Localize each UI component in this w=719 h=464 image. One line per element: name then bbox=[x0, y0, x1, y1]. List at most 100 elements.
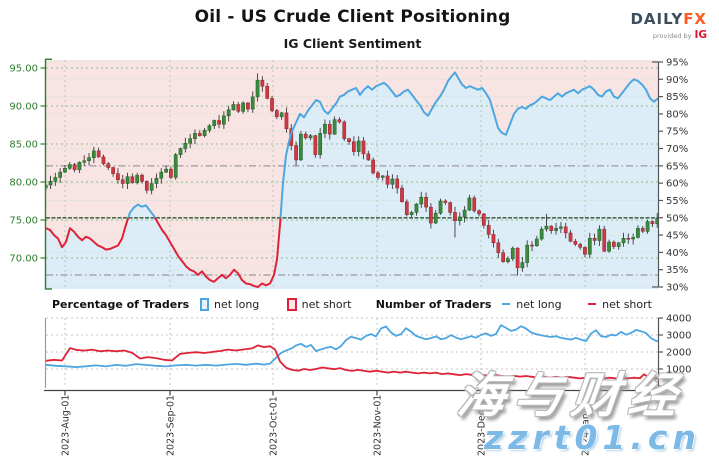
candle-body bbox=[274, 110, 279, 117]
candle-body bbox=[120, 179, 125, 184]
candle-body bbox=[270, 98, 274, 111]
percent-tick-label: 95% bbox=[666, 58, 688, 69]
candle-body bbox=[573, 241, 578, 245]
candle-body bbox=[530, 244, 534, 247]
count-tick-label: 1000 bbox=[666, 365, 691, 376]
candle-body bbox=[554, 228, 558, 231]
candle-body bbox=[149, 183, 154, 191]
percent-tick-label: 60% bbox=[666, 179, 688, 190]
fill-above-sentiment bbox=[46, 60, 658, 287]
candle-body bbox=[496, 242, 501, 253]
candle-body bbox=[67, 164, 72, 169]
candle-body bbox=[106, 163, 111, 168]
candle-body bbox=[525, 244, 530, 263]
candle-body bbox=[501, 252, 505, 263]
candle-body bbox=[563, 226, 568, 234]
candle-body bbox=[279, 112, 284, 117]
candle-body bbox=[453, 212, 457, 222]
candle-body bbox=[414, 203, 419, 213]
brand-wordmark: DAILYFX bbox=[607, 12, 707, 27]
candle-body bbox=[486, 225, 491, 235]
candle-body bbox=[534, 238, 539, 247]
percent-tick-label: 65% bbox=[666, 161, 688, 172]
candle-body bbox=[626, 237, 631, 240]
candle-body bbox=[568, 232, 573, 242]
candle-body bbox=[144, 180, 149, 191]
percent-tick-label: 35% bbox=[666, 265, 688, 276]
traders-series-net-short bbox=[45, 344, 659, 380]
candle-body bbox=[164, 168, 168, 173]
candle-body bbox=[385, 175, 390, 185]
candle-body bbox=[294, 145, 298, 161]
candle-body bbox=[583, 247, 587, 255]
watermark-cjk: 海与财经 bbox=[454, 368, 689, 424]
candle-body bbox=[169, 168, 173, 178]
candle-body bbox=[578, 244, 583, 248]
net-short-square-icon bbox=[287, 297, 297, 311]
count-tick-label: 0 bbox=[666, 382, 672, 393]
candle-body bbox=[159, 171, 164, 179]
price-tick-label: 90.00 bbox=[9, 102, 38, 113]
chart-legend: Percentage of Traders net long net short… bbox=[52, 295, 652, 313]
legend-netlong-count-label: net long bbox=[516, 297, 562, 311]
candle-body bbox=[48, 180, 53, 186]
candle-body bbox=[395, 178, 400, 189]
candle-body bbox=[506, 258, 510, 263]
x-axis: 2023-Aug-01 2023-Sep-01 2023-Oct-01 2023-No… bbox=[44, 389, 662, 456]
candle-body bbox=[183, 142, 188, 149]
candle-body bbox=[482, 213, 486, 226]
candle-body bbox=[544, 225, 549, 230]
candle-body bbox=[231, 104, 236, 111]
candle-body bbox=[135, 174, 140, 184]
legend-group-percentage: Percentage of Traders bbox=[52, 297, 190, 311]
page-title: Oil - US Crude Client Positioning bbox=[194, 7, 511, 27]
candle-body bbox=[559, 226, 563, 229]
candle-body bbox=[236, 104, 241, 112]
candle-body bbox=[419, 196, 424, 205]
percent-tick-label: 75% bbox=[666, 127, 688, 138]
candle-body bbox=[621, 237, 626, 244]
candle-body bbox=[342, 121, 347, 139]
candle-body bbox=[607, 241, 611, 252]
candle-body bbox=[241, 102, 245, 112]
net-long-line-icon bbox=[502, 303, 511, 305]
candle-body bbox=[429, 206, 433, 224]
main-chart bbox=[45, 60, 659, 290]
candle-body bbox=[63, 168, 67, 173]
legend-netshort-count-label: net short bbox=[602, 297, 652, 311]
candle-body bbox=[409, 212, 414, 215]
candles bbox=[45, 73, 659, 276]
brand-fx: FX bbox=[683, 10, 707, 28]
percent-tick-label: 50% bbox=[666, 213, 688, 224]
candle-body bbox=[592, 237, 597, 241]
candle-body bbox=[602, 228, 607, 252]
candle-body bbox=[462, 209, 467, 218]
price-tick-label: 85.00 bbox=[9, 140, 38, 151]
candle-body bbox=[380, 175, 385, 178]
fill-below-sentiment bbox=[46, 72, 658, 290]
candle-body bbox=[433, 212, 438, 224]
net-short-line-icon bbox=[588, 303, 597, 305]
legend-netshort-pct-label: net short bbox=[301, 297, 352, 311]
candle-body bbox=[510, 247, 515, 260]
candle-body bbox=[438, 200, 443, 214]
price-tick-label: 95.00 bbox=[9, 64, 38, 75]
candle-body bbox=[265, 85, 270, 99]
date-tick-label: 2023-Dec-01 bbox=[477, 394, 488, 456]
candle-body bbox=[443, 200, 448, 203]
candle-body bbox=[101, 156, 106, 165]
traders-series-net-long bbox=[45, 324, 659, 368]
candle-body bbox=[337, 119, 342, 123]
candle-body bbox=[650, 221, 655, 225]
header: Oil - US Crude Client Positioning IG Cli… bbox=[0, 7, 705, 51]
candle-body bbox=[612, 241, 616, 247]
chart-subtitle: IG Client Sentiment bbox=[283, 36, 422, 51]
percent-tick-label: 40% bbox=[666, 248, 688, 259]
candle-body bbox=[631, 237, 635, 240]
candle-body bbox=[539, 228, 544, 240]
candle-body bbox=[366, 153, 371, 161]
candle-body bbox=[299, 133, 303, 161]
count-tick-label: 2000 bbox=[666, 348, 691, 359]
